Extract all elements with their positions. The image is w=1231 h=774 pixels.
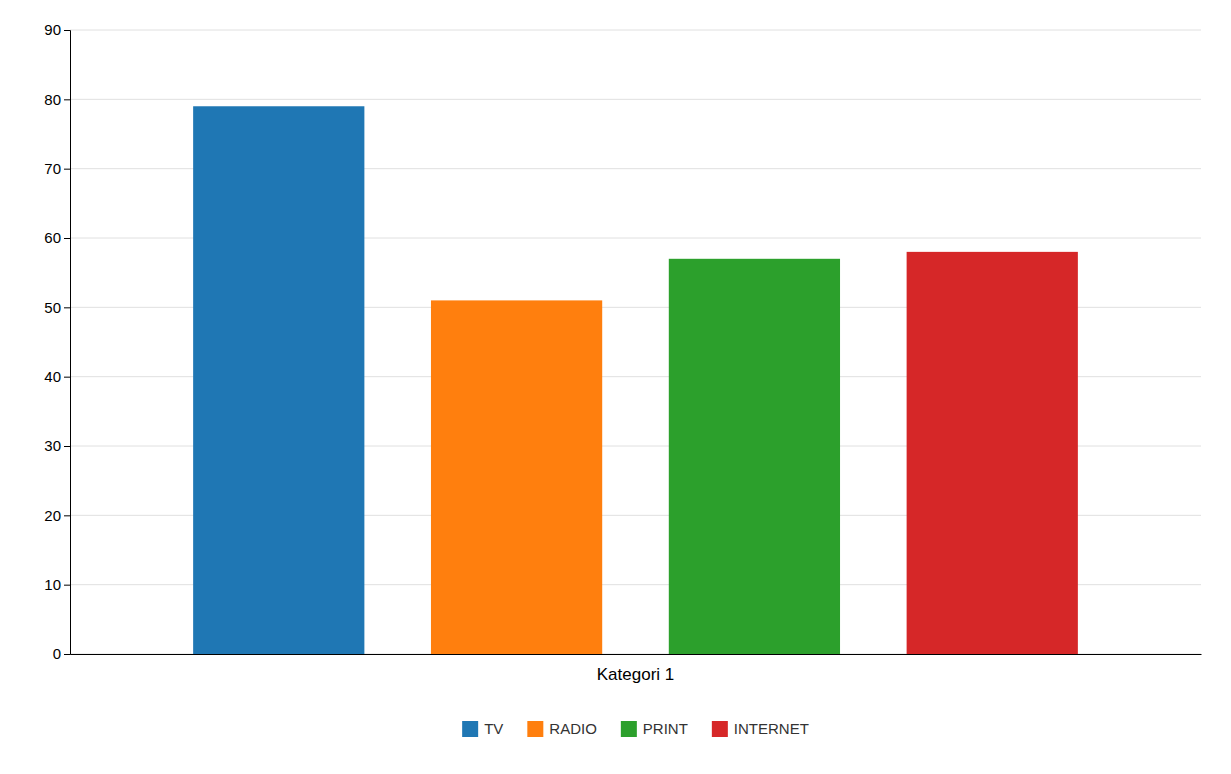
y-tick: 60 — [44, 229, 70, 246]
legend-item: PRINT — [621, 720, 688, 737]
y-tick: 90 — [44, 21, 70, 38]
y-tick: 10 — [44, 576, 70, 593]
x-axis: Kategori 1 — [71, 655, 1202, 685]
y-tick-mark — [64, 169, 70, 170]
y-tick-label: 30 — [44, 437, 61, 454]
y-tick: 20 — [44, 507, 70, 524]
y-tick-label: 90 — [44, 21, 61, 38]
grid-line — [70, 30, 1201, 31]
y-tick-mark — [64, 238, 70, 239]
chart: 0 10 20 30 40 50 60 70 80 90 Kategori 1 TV RADIO PRIN… — [0, 0, 1231, 774]
y-tick: 80 — [44, 91, 70, 108]
y-tick-label: 80 — [44, 91, 61, 108]
y-tick: 50 — [44, 299, 70, 316]
y-tick-mark — [64, 307, 70, 308]
legend-label: TV — [484, 720, 503, 737]
legend-label: INTERNET — [734, 720, 809, 737]
y-axis: 0 10 20 30 40 50 60 70 80 90 — [44, 21, 70, 662]
legend-item: TV — [462, 720, 503, 737]
legend-label: PRINT — [643, 720, 688, 737]
legend-swatch — [621, 721, 637, 737]
x-axis-line — [71, 654, 1202, 655]
y-tick-mark — [64, 99, 70, 100]
y-tick-label: 60 — [44, 229, 61, 246]
y-tick-mark — [64, 377, 70, 378]
y-tick-label: 40 — [44, 368, 61, 385]
legend-swatch — [712, 721, 728, 737]
y-tick-mark — [64, 654, 70, 655]
y-tick-label: 50 — [44, 299, 61, 316]
y-tick: 0 — [53, 645, 70, 662]
y-tick: 30 — [44, 437, 70, 454]
legend-swatch — [462, 721, 478, 737]
x-tick: Kategori 1 — [597, 665, 675, 684]
legend: TV RADIO PRINT INTERNET — [462, 720, 809, 737]
x-tick-label: Kategori 1 — [597, 665, 675, 684]
bars — [193, 106, 1078, 654]
y-tick: 70 — [44, 160, 70, 177]
legend-label: RADIO — [549, 720, 597, 737]
y-tick-mark — [64, 585, 70, 586]
plot: 0 10 20 30 40 50 60 70 80 90 Kategori 1 — [44, 21, 1201, 684]
bar — [907, 252, 1078, 654]
y-tick-mark — [64, 446, 70, 447]
bar — [431, 300, 602, 654]
y-tick-mark — [64, 30, 70, 31]
legend-item: INTERNET — [712, 720, 809, 737]
bar — [193, 106, 364, 654]
grid — [70, 30, 1201, 654]
legend-item: RADIO — [527, 720, 597, 737]
grid-line — [70, 99, 1201, 100]
y-axis-line — [64, 31, 71, 655]
y-tick-label: 20 — [44, 507, 61, 524]
bar — [669, 259, 840, 654]
y-tick-label: 70 — [44, 160, 61, 177]
y-tick-mark — [64, 515, 70, 516]
y-tick: 40 — [44, 368, 70, 385]
legend-swatch — [527, 721, 543, 737]
y-tick-label: 0 — [53, 645, 61, 662]
y-tick-label: 10 — [44, 576, 61, 593]
